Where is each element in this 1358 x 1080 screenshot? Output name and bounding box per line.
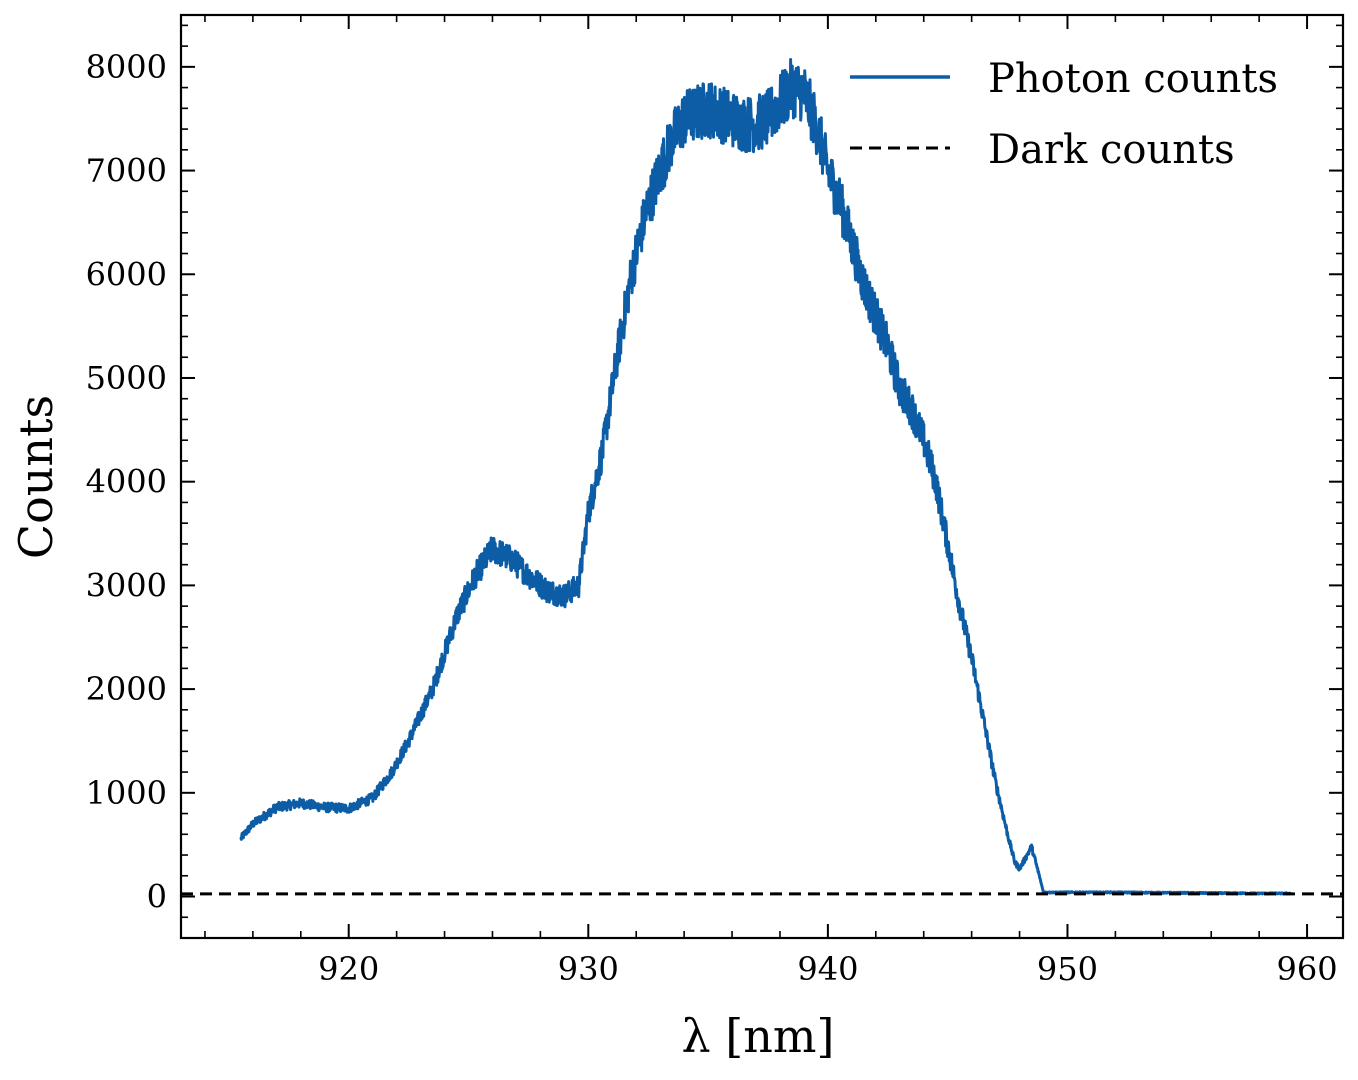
x-tick-label: 950: [1037, 950, 1098, 988]
x-axis-label: λ [nm]: [682, 1009, 835, 1063]
y-tick-label: 0: [147, 878, 167, 916]
y-tick-label: 6000: [86, 255, 167, 293]
y-axis-label: Counts: [9, 395, 63, 559]
x-tick-label: 930: [558, 950, 619, 988]
y-tick-label: 8000: [86, 48, 167, 86]
y-tick-label: 2000: [86, 670, 167, 708]
y-tick-label: 1000: [86, 774, 167, 812]
x-tick-label: 940: [797, 950, 858, 988]
tick-layer: 920 930 940 950 960 0 1000 2000 3000 4000 5000 6000…: [86, 15, 1343, 988]
y-tick-label: 3000: [86, 566, 167, 604]
series-layer: [181, 58, 1343, 896]
y-tick-label: 4000: [86, 463, 167, 501]
x-tick-label: 960: [1277, 950, 1338, 988]
legend-label-photon-counts: Photon counts: [988, 56, 1278, 102]
legend: Photon counts Dark counts: [850, 56, 1278, 173]
legend-label-dark-counts: Dark counts: [988, 127, 1235, 173]
y-tick-label: 5000: [86, 359, 167, 397]
x-tick-label: 920: [318, 950, 379, 988]
y-tick-label: 7000: [86, 152, 167, 190]
plot-frame: [179, 13, 1345, 940]
